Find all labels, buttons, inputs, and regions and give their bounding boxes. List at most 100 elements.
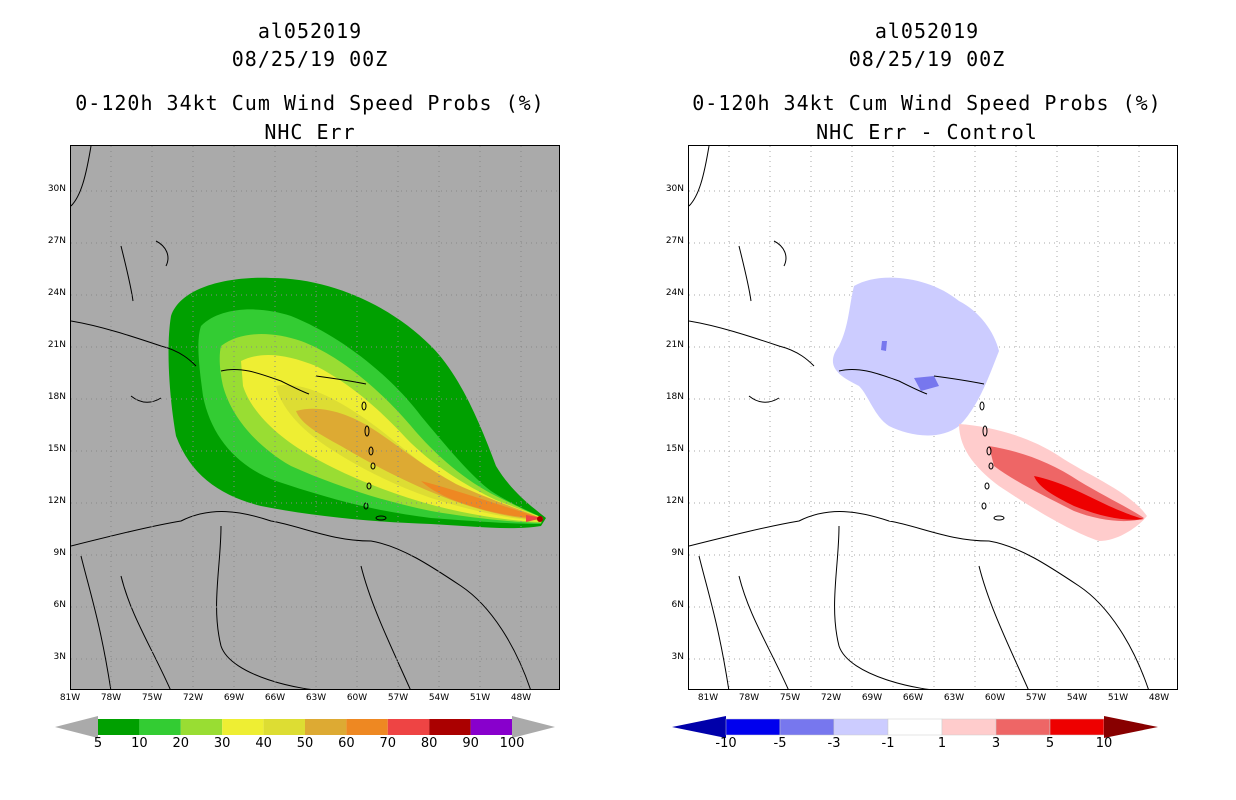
lat-tick-label: 18N (665, 392, 684, 402)
colorbar-label: -5 (773, 736, 787, 751)
coastlines (71, 146, 531, 689)
colorbar-label: 70 (379, 736, 397, 751)
lon-tick-label: 48W (1148, 693, 1170, 703)
right-map-svg (689, 146, 1177, 689)
lat-tick-label: 15N (665, 444, 684, 454)
colorbar-swatch (470, 719, 512, 735)
colorbar-swatch (98, 719, 140, 735)
lat-tick-label: 24N (47, 288, 66, 298)
left-colorbar (55, 716, 555, 738)
lat-tick-label: 27N (47, 236, 66, 246)
colorbar-label: 100 (499, 736, 525, 751)
lon-tick-label: 75W (141, 693, 163, 703)
colorbar-swatch (263, 719, 305, 735)
lon-tick-label: 54W (428, 693, 450, 703)
lat-tick-label: 9N (53, 548, 66, 558)
colorbar-swatch (346, 719, 388, 735)
left-datetime: 08/25/19 00Z (231, 47, 389, 71)
colorbar-swatch (995, 718, 1051, 736)
lon-tick-label: 81W (697, 693, 719, 703)
diff-negative-spot (881, 341, 887, 351)
lon-tick-label: 63W (305, 693, 327, 703)
lesser-antilles (361, 401, 387, 521)
diff-negative-light (832, 277, 999, 436)
colorbar-swatch (725, 718, 781, 736)
right-colorbar (672, 716, 1158, 738)
lon-tick-label: 72W (820, 693, 842, 703)
lat-tick-label: 21N (665, 340, 684, 350)
lesser-antilles (979, 401, 1005, 521)
colorbar-label: 5 (1045, 736, 1055, 751)
colorbar-swatch (779, 718, 835, 736)
lon-tick-label: 69W (861, 693, 883, 703)
lat-tick-label: 12N (47, 496, 66, 506)
lat-tick-label: 9N (671, 548, 684, 558)
colorbar-label: 20 (172, 736, 190, 751)
lon-tick-label: 57W (1025, 693, 1047, 703)
lat-tick-label: 6N (53, 600, 66, 610)
left-colorbar-min-arrow (55, 716, 98, 738)
left-map-panel (70, 145, 560, 690)
colorbar-label: 10 (1095, 736, 1113, 751)
lat-tick-label: 3N (671, 652, 684, 662)
lat-tick-label: 3N (53, 652, 66, 662)
lat-tick-label: 6N (671, 600, 684, 610)
swath-60 (421, 481, 541, 518)
lon-tick-label: 72W (182, 693, 204, 703)
colorbar-label: 3 (991, 736, 1001, 751)
colorbar-label: 90 (462, 736, 479, 751)
right-storm-id: al052019 (874, 19, 980, 43)
left-subtitle: NHC Err (264, 120, 356, 144)
colorbar-label: 80 (420, 736, 438, 751)
colorbar-label: 1 (937, 736, 947, 751)
colorbar-swatch (139, 719, 181, 735)
storm-center-marker (537, 516, 543, 522)
lon-tick-label: 63W (943, 693, 965, 703)
lon-tick-label: 48W (510, 693, 532, 703)
colorbar-swatch (180, 719, 223, 735)
lon-tick-label: 66W (902, 693, 924, 703)
left-colorbar-max-arrow (512, 716, 555, 738)
diff-positive-strong (1034, 476, 1144, 520)
lon-tick-label: 57W (387, 693, 409, 703)
swath-70 (526, 515, 543, 522)
colorbar-label: 10 (131, 736, 148, 751)
colorbar-swatch (833, 718, 889, 736)
colorbar-min-arrow (672, 716, 726, 738)
colorbar-swatch (305, 719, 347, 735)
colorbar-swatch (1049, 718, 1105, 736)
lon-tick-label: 78W (100, 693, 122, 703)
colorbar-swatch (941, 718, 997, 736)
lat-tick-label: 27N (665, 236, 684, 246)
lon-tick-label: 78W (738, 693, 760, 703)
colorbar-label: 5 (93, 736, 103, 751)
colorbar-label: 40 (255, 736, 272, 751)
right-subtitle: NHC Err - Control (816, 120, 1038, 144)
lon-tick-label: 66W (264, 693, 286, 703)
lon-tick-label: 69W (223, 693, 245, 703)
lat-tick-label: 30N (47, 184, 66, 194)
lon-tick-label: 51W (1107, 693, 1129, 703)
lat-tick-label: 24N (665, 288, 684, 298)
colorbar-label: 60 (338, 736, 355, 751)
lon-tick-label: 51W (469, 693, 491, 703)
coastlines (689, 146, 1149, 689)
colorbar-label: -10 (715, 736, 737, 751)
lon-tick-label: 60W (984, 693, 1006, 703)
left-map-svg (71, 146, 559, 689)
lon-tick-label: 54W (1066, 693, 1088, 703)
lat-tick-label: 30N (665, 184, 684, 194)
left-storm-id: al052019 (257, 19, 363, 43)
lat-tick-label: 21N (47, 340, 66, 350)
lat-tick-label: 18N (47, 392, 66, 402)
lon-tick-label: 60W (346, 693, 368, 703)
right-product-title: 0-120h 34kt Cum Wind Speed Probs (%) (692, 91, 1162, 115)
diff-positive-mid (989, 446, 1144, 522)
right-map-panel (688, 145, 1178, 690)
colorbar-label: 50 (296, 736, 314, 751)
lat-tick-label: 15N (47, 444, 66, 454)
colorbar-swatch (429, 719, 471, 735)
colorbar-max-arrow (1104, 716, 1158, 738)
lon-tick-label: 75W (779, 693, 801, 703)
grid (71, 146, 559, 689)
